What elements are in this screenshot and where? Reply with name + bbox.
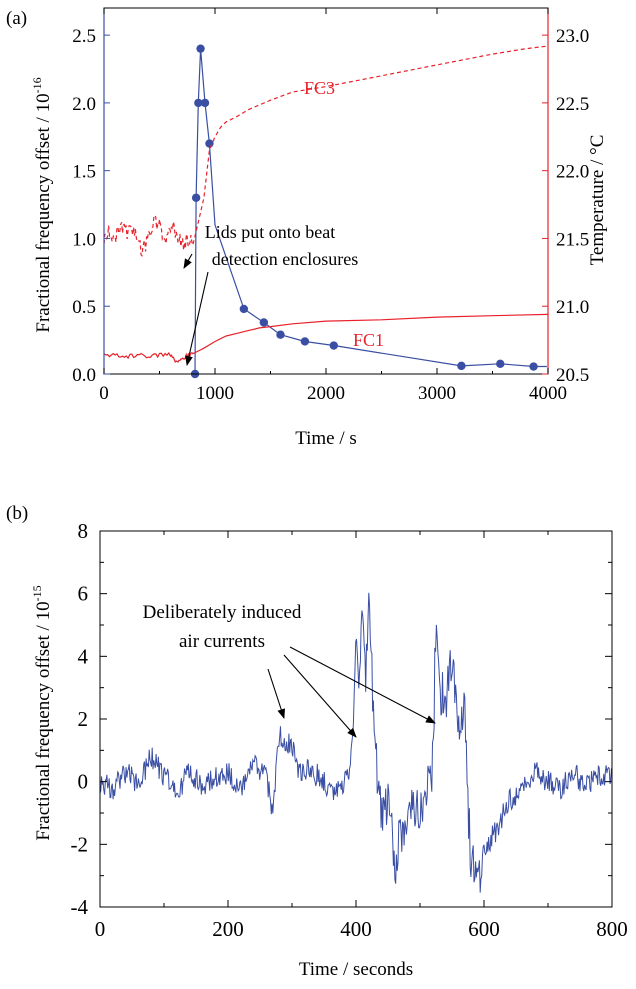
- panel-b-y-tick-label: 6: [78, 582, 89, 606]
- panel-a-y2-tick-label: 22.0: [556, 162, 589, 183]
- panel-a-y-tick-label: 1.5: [72, 162, 96, 183]
- panel-a-y-tick-label: 1.0: [72, 229, 96, 250]
- panel-b-y-tick-label: -4: [71, 895, 89, 919]
- panel-b-y-axis-label-group: Fractional frequency offset / 10-15: [30, 585, 54, 840]
- panel-b-y-tick-label: 8: [78, 519, 89, 543]
- frequency-offset-marker: [457, 361, 466, 371]
- frequency-offset-marker: [196, 44, 205, 53]
- frequency-offset-marker: [200, 98, 210, 108]
- panel-a-y-tick-label: 0.0: [72, 365, 96, 386]
- panel-a-plot-frame: [103, 7, 549, 375]
- annotation-lids-line-1: Lids put onto beat: [205, 222, 335, 242]
- frequency-offset-marker: [259, 318, 269, 327]
- panel-b-y-tick-label: -2: [71, 832, 89, 856]
- panel-b-plot-frame: [99, 530, 613, 908]
- panel-b-x-ticks: 0 200 400 600 800: [95, 531, 628, 941]
- chart-panel-a: (a) 0 1000 2000 3000 4000 0.0 0.5 1.0 1.5 2.0 2.5…: [6, 7, 608, 449]
- panel-b-y-ticks: -4 -2 0 2 4 6 8: [71, 519, 612, 919]
- panel-a-y2-tick-label: 23.0: [556, 26, 589, 47]
- series-label-fc1: FC1: [353, 330, 384, 350]
- panel-a-x-ticks: 0 1000 2000 3000 4000: [99, 8, 567, 404]
- frequency-offset-marker: [329, 341, 338, 350]
- frequency-offset-marker: [191, 193, 201, 202]
- panel-a-x-tick-label: 4000: [529, 383, 567, 404]
- panel-a-y2-axis-label-group: Temperature / °C: [587, 135, 608, 266]
- panel-a-x-axis-label: Time / s: [295, 428, 357, 449]
- series-frequency-offset-trace: [99, 592, 612, 893]
- panel-a-y2-axis-label: Temperature / °C: [587, 135, 608, 266]
- annotation-air-arrow-1: [267, 668, 285, 719]
- panel-a-y-tick-label: 2.5: [72, 26, 96, 47]
- panel-a-y2-tick-label: 21.5: [556, 229, 589, 250]
- panel-b-x-tick-label: 0: [95, 917, 106, 941]
- annotation-air-arrow-2: [283, 654, 357, 738]
- panel-b-data: [99, 592, 612, 893]
- panel-b-x-tick-label: 800: [596, 917, 628, 941]
- panel-a-y2-tick-label: 22.5: [556, 94, 589, 115]
- annotation-lids-line-2: detection enclosures: [212, 249, 358, 269]
- panel-a-y-axis-label: Fractional frequency offset / 10-16: [30, 77, 54, 332]
- panel-a-y2-tick-label: 20.5: [556, 365, 589, 386]
- panel-b-y-tick-label: 4: [78, 644, 89, 668]
- frequency-offset-marker: [496, 359, 505, 369]
- panel-b-x-tick-label: 200: [212, 917, 244, 941]
- panel-a-y2-ticks: 20.5 21.0 21.5 22.0 22.5 23.0: [542, 26, 589, 386]
- frequency-offset-marker: [239, 304, 249, 314]
- panel-a-y2-tick-label: 21.0: [556, 297, 589, 318]
- frequency-offset-marker: [276, 330, 285, 339]
- panel-a-label: (a): [6, 8, 27, 29]
- panel-b-x-tick-label: 600: [468, 917, 500, 941]
- annotation-air-arrow-3: [289, 646, 436, 724]
- annotation-lids-arrow-fc1: [185, 271, 209, 366]
- frequency-offset-marker: [205, 139, 214, 148]
- panel-a-x-tick-label: 1000: [196, 383, 234, 404]
- series-frequency-offset-line: [194, 48, 547, 375]
- panel-b-y-tick-label: 0: [78, 770, 89, 794]
- frequency-offset-marker: [194, 98, 203, 108]
- frequency-offset-marker: [529, 362, 538, 371]
- annotation-lids-arrow-fc3: [183, 253, 193, 269]
- panel-a-x-tick-label: 0: [99, 383, 109, 404]
- series-label-fc3: FC3: [304, 78, 335, 98]
- panel-a-y-axis-label-group: Fractional frequency offset / 10-16: [30, 77, 54, 332]
- annotation-air-line-2: air currents: [179, 631, 265, 652]
- panel-b-y-tick-label: 2: [78, 707, 89, 731]
- panel-b-x-tick-label: 400: [340, 917, 372, 941]
- panel-a-y-tick-label: 2.0: [72, 94, 96, 115]
- chart-panel-b: (b) 0 200 400 600 800 -4 -2 0 2 4 6 8 Time / secon…: [6, 503, 628, 980]
- panel-a-x-tick-label: 2000: [307, 383, 345, 404]
- panel-a-y-ticks: 0.0 0.5 1.0 1.5 2.0 2.5: [72, 26, 110, 386]
- panel-a-data: [103, 44, 549, 379]
- panel-b-x-axis-label: Time / seconds: [299, 959, 413, 980]
- panel-b-label: (b): [6, 503, 28, 524]
- panel-a-x-tick-label: 3000: [418, 383, 456, 404]
- panel-a-y-tick-label: 0.5: [72, 297, 96, 318]
- series-fc3-temperature-line: [103, 45, 549, 257]
- panel-b-y-axis-label: Fractional frequency offset / 10-15: [30, 585, 54, 840]
- annotation-air-line-1: Deliberately induced: [143, 602, 302, 623]
- frequency-offset-marker: [300, 337, 310, 346]
- series-fc1-temperature-line: [103, 313, 549, 363]
